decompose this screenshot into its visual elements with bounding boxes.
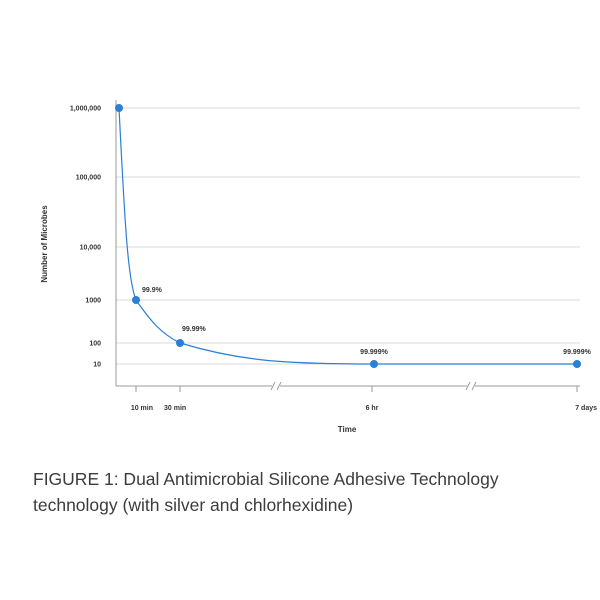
- data-label: 99.999%: [360, 349, 388, 356]
- x-tick-label: 7 days: [575, 405, 597, 412]
- y-tick-label: 10: [93, 362, 101, 369]
- y-tick-label: 1,000,000: [70, 106, 101, 113]
- y-tick-label: 100,000: [76, 175, 101, 182]
- data-point: [132, 296, 140, 304]
- y-tick-label: 10,000: [80, 245, 102, 252]
- y-tick-labels: 1,000,000 100,000 10,000 1000 100 10: [70, 106, 101, 369]
- x-tick-label: 10 min: [131, 405, 153, 412]
- x-tick-labels: 10 min 30 min 6 hr 7 days: [131, 405, 597, 412]
- y-tick-label: 1000: [85, 298, 101, 305]
- data-label: 99.9%: [142, 287, 163, 294]
- data-label: 99.99%: [182, 326, 207, 333]
- axis-break-mark: [270, 381, 282, 391]
- y-tick-label: 100: [89, 341, 101, 348]
- y-axis-title: Number of Microbes: [40, 205, 49, 283]
- series-line: [118, 107, 577, 365]
- x-tick-label: 30 min: [164, 405, 186, 412]
- data-point: [115, 104, 123, 112]
- axes: [115, 100, 580, 392]
- data-point: [370, 360, 378, 368]
- axis-break-mark: [465, 381, 477, 391]
- data-points: [115, 104, 581, 368]
- data-labels: 99.9% 99.99% 99.999% 99.999%: [142, 287, 592, 356]
- data-point: [176, 339, 184, 347]
- data-point: [573, 360, 581, 368]
- x-axis-title: Time: [338, 425, 357, 434]
- data-label: 99.999%: [563, 349, 591, 356]
- figure-caption: FIGURE 1: Dual Antimicrobial Silicone Ad…: [33, 469, 499, 515]
- chart: 1,000,000 100,000 10,000 1000 100 10 10 min 30…: [40, 100, 597, 434]
- x-tick-label: 6 hr: [366, 405, 379, 412]
